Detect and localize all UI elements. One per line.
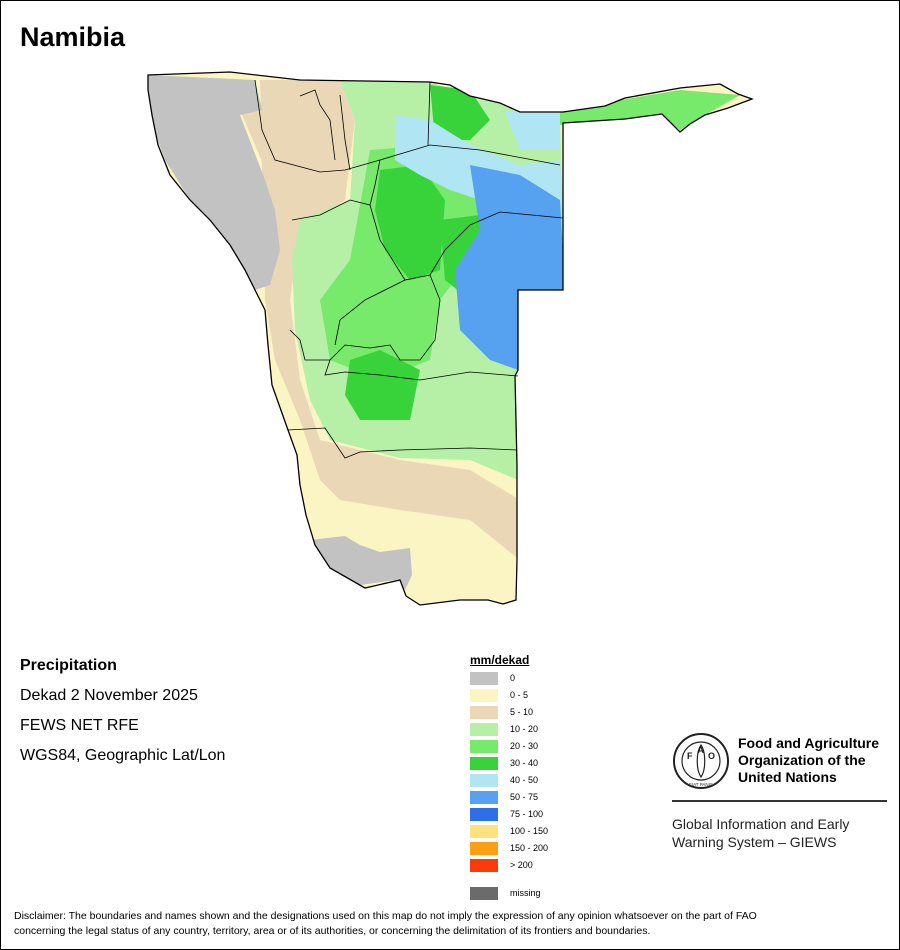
legend-swatch	[470, 706, 498, 719]
legend-swatch	[470, 825, 498, 838]
admin-boundaries	[254, 79, 564, 459]
legend-swatch	[470, 740, 498, 753]
legend-label: 100 - 150	[510, 826, 549, 836]
logo-letter-o: O	[708, 751, 715, 761]
zone-50-75	[455, 165, 565, 370]
legend-swatch	[470, 774, 498, 787]
giews-line: Global Information and Early	[672, 816, 850, 832]
legend-swatch	[470, 689, 498, 702]
logo-letter-f: F	[687, 751, 693, 761]
map-title: Namibia	[20, 22, 126, 52]
legend-swatch	[470, 757, 498, 770]
variable-label: Precipitation	[20, 657, 117, 674]
logo-motto: FIAT PANIS	[689, 782, 713, 787]
legend-label: 50 - 75	[510, 792, 539, 802]
zone-20-30-northeast	[560, 90, 740, 130]
legend-swatch	[470, 887, 498, 900]
zone-30-40-d	[345, 350, 420, 420]
legend-label: missing	[510, 888, 541, 898]
legend-label: > 200	[510, 860, 533, 870]
zone-5-10-north	[240, 110, 310, 200]
zone-40-50-b	[505, 112, 560, 150]
zone-30-40	[375, 165, 445, 280]
legend-label: 40 - 50	[510, 775, 539, 785]
rainfall-zones	[148, 72, 752, 605]
giews-label: Global Information and Early Warning Sys…	[672, 815, 849, 851]
logo-letter-a: A	[698, 745, 705, 755]
legend-label: 150 - 200	[510, 843, 549, 853]
zone-30-40-b	[430, 85, 490, 140]
zone-0-south	[310, 536, 412, 590]
period-label: Dekad 2 November 2025	[20, 687, 198, 704]
legend-title: mm/dekad	[470, 653, 530, 667]
logo-divider	[672, 800, 887, 802]
source-label: FEWS NET RFE	[20, 717, 139, 734]
organization-name-line: Food and Agriculture	[738, 735, 880, 751]
legend-swatch	[470, 808, 498, 821]
legend-label: 30 - 40	[510, 758, 539, 768]
legend-label: 0	[510, 673, 516, 683]
legend-label: 75 - 100	[510, 809, 544, 819]
organization-name: Food and Agriculture Organization of the…	[738, 735, 879, 786]
organization-name-line: Organization of the	[738, 752, 866, 768]
giews-line: Warning System – GIEWS	[672, 834, 837, 850]
legend-swatch	[470, 859, 498, 872]
organization-name-line: United Nations	[738, 769, 837, 785]
legend-swatch	[470, 723, 498, 736]
projection-label: WGS84, Geographic Lat/Lon	[20, 747, 226, 764]
zone-5-10-central	[260, 80, 520, 560]
legend-label: 20 - 30	[510, 741, 539, 751]
legend-label: 10 - 20	[510, 724, 539, 734]
disclaimer-line: Disclaimer: The boundaries and names sho…	[14, 910, 757, 922]
legend-label: 5 - 10	[510, 707, 534, 717]
disclaimer: Disclaimer: The boundaries and names sho…	[14, 909, 884, 939]
fao-logo-icon: F A O FIAT PANIS	[673, 733, 729, 789]
legend-swatch	[470, 791, 498, 804]
country-border	[147, 71, 754, 606]
legend-swatch	[470, 842, 498, 855]
legend-label: 0 - 5	[510, 690, 529, 700]
disclaimer-line: concerning the legal status of any count…	[14, 925, 651, 937]
legend-swatch	[470, 672, 498, 685]
zone-0-west	[148, 75, 280, 290]
